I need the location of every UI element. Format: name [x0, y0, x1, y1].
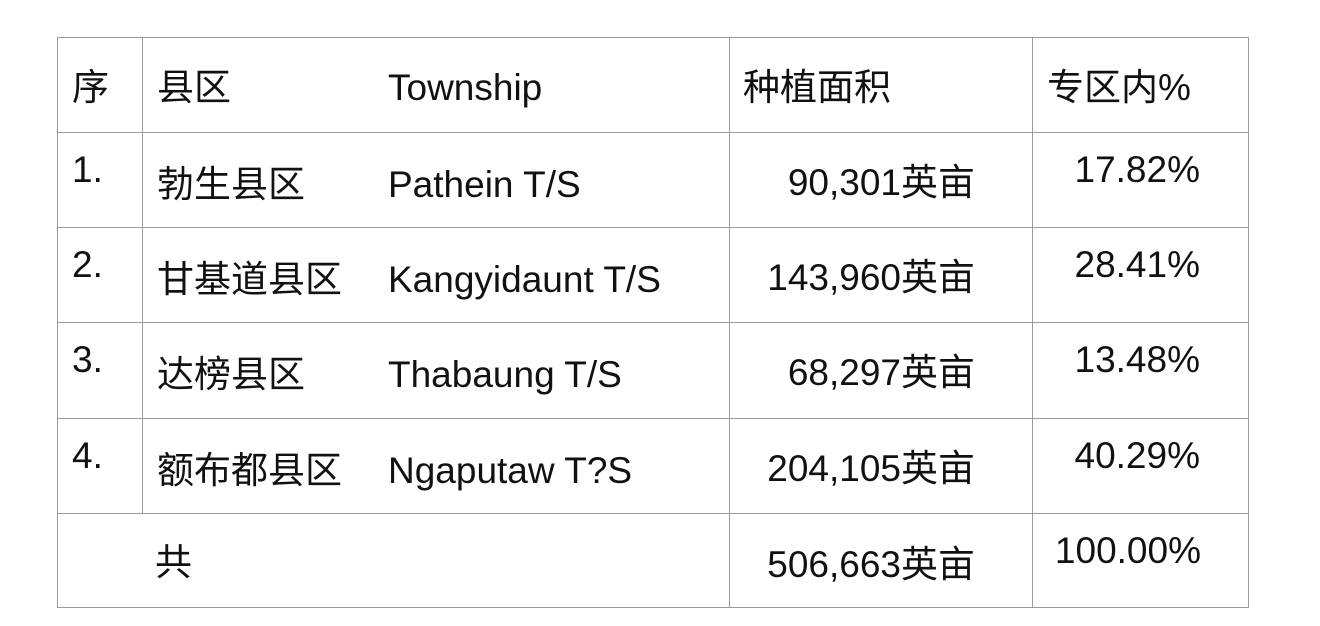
data-table [57, 37, 1249, 608]
row-area: 68,297英亩 [787, 352, 975, 393]
row-divider [58, 418, 1248, 419]
row-area: 90,301英亩 [787, 162, 975, 203]
row-township: Pathein T/S [388, 164, 581, 205]
row-percent: 17.82% [1074, 149, 1201, 190]
row-name: 额布都县区 Ngaputaw T?S [157, 451, 632, 491]
row-percent: 28.41% [1074, 244, 1201, 285]
column-divider [142, 38, 143, 514]
row-percent: 40.29% [1074, 435, 1201, 476]
total-label: 共 [155, 542, 192, 583]
row-name: 甘基道县区 Kangyidaunt T/S [157, 260, 661, 300]
header-percent: 专区内% [1047, 67, 1191, 108]
row-township: Kangyidaunt T/S [388, 259, 661, 300]
row-area: 204,105英亩 [767, 448, 975, 489]
total-percent: 100.00% [1054, 530, 1201, 571]
column-divider [729, 38, 730, 607]
row-county: 勃生县区 [157, 164, 305, 205]
row-no: 1. [72, 149, 103, 190]
row-no: 2. [72, 244, 103, 285]
total-area: 506,663英亩 [767, 544, 975, 585]
row-township: Thabaung T/S [388, 354, 622, 395]
header-area: 种植面积 [743, 67, 891, 108]
row-county: 达榜县区 [157, 354, 305, 395]
header-county: 县区 [157, 67, 231, 108]
column-divider [1032, 38, 1033, 607]
row-area: 143,960英亩 [767, 257, 975, 298]
row-county: 额布都县区 [157, 450, 342, 491]
header-no: 序 [72, 67, 109, 108]
row-percent: 13.48% [1074, 339, 1201, 380]
row-divider [58, 132, 1248, 133]
row-divider [58, 513, 1248, 514]
header-township: Township [388, 67, 543, 108]
row-no: 3. [72, 339, 103, 380]
row-county: 甘基道县区 [157, 259, 342, 300]
row-name: 勃生县区 Pathein T/S [157, 165, 581, 205]
row-divider [58, 227, 1248, 228]
row-no: 4. [72, 435, 103, 476]
row-township: Ngaputaw T?S [388, 450, 633, 491]
row-divider [58, 322, 1248, 323]
row-name: 达榜县区 Thabaung T/S [157, 355, 622, 395]
